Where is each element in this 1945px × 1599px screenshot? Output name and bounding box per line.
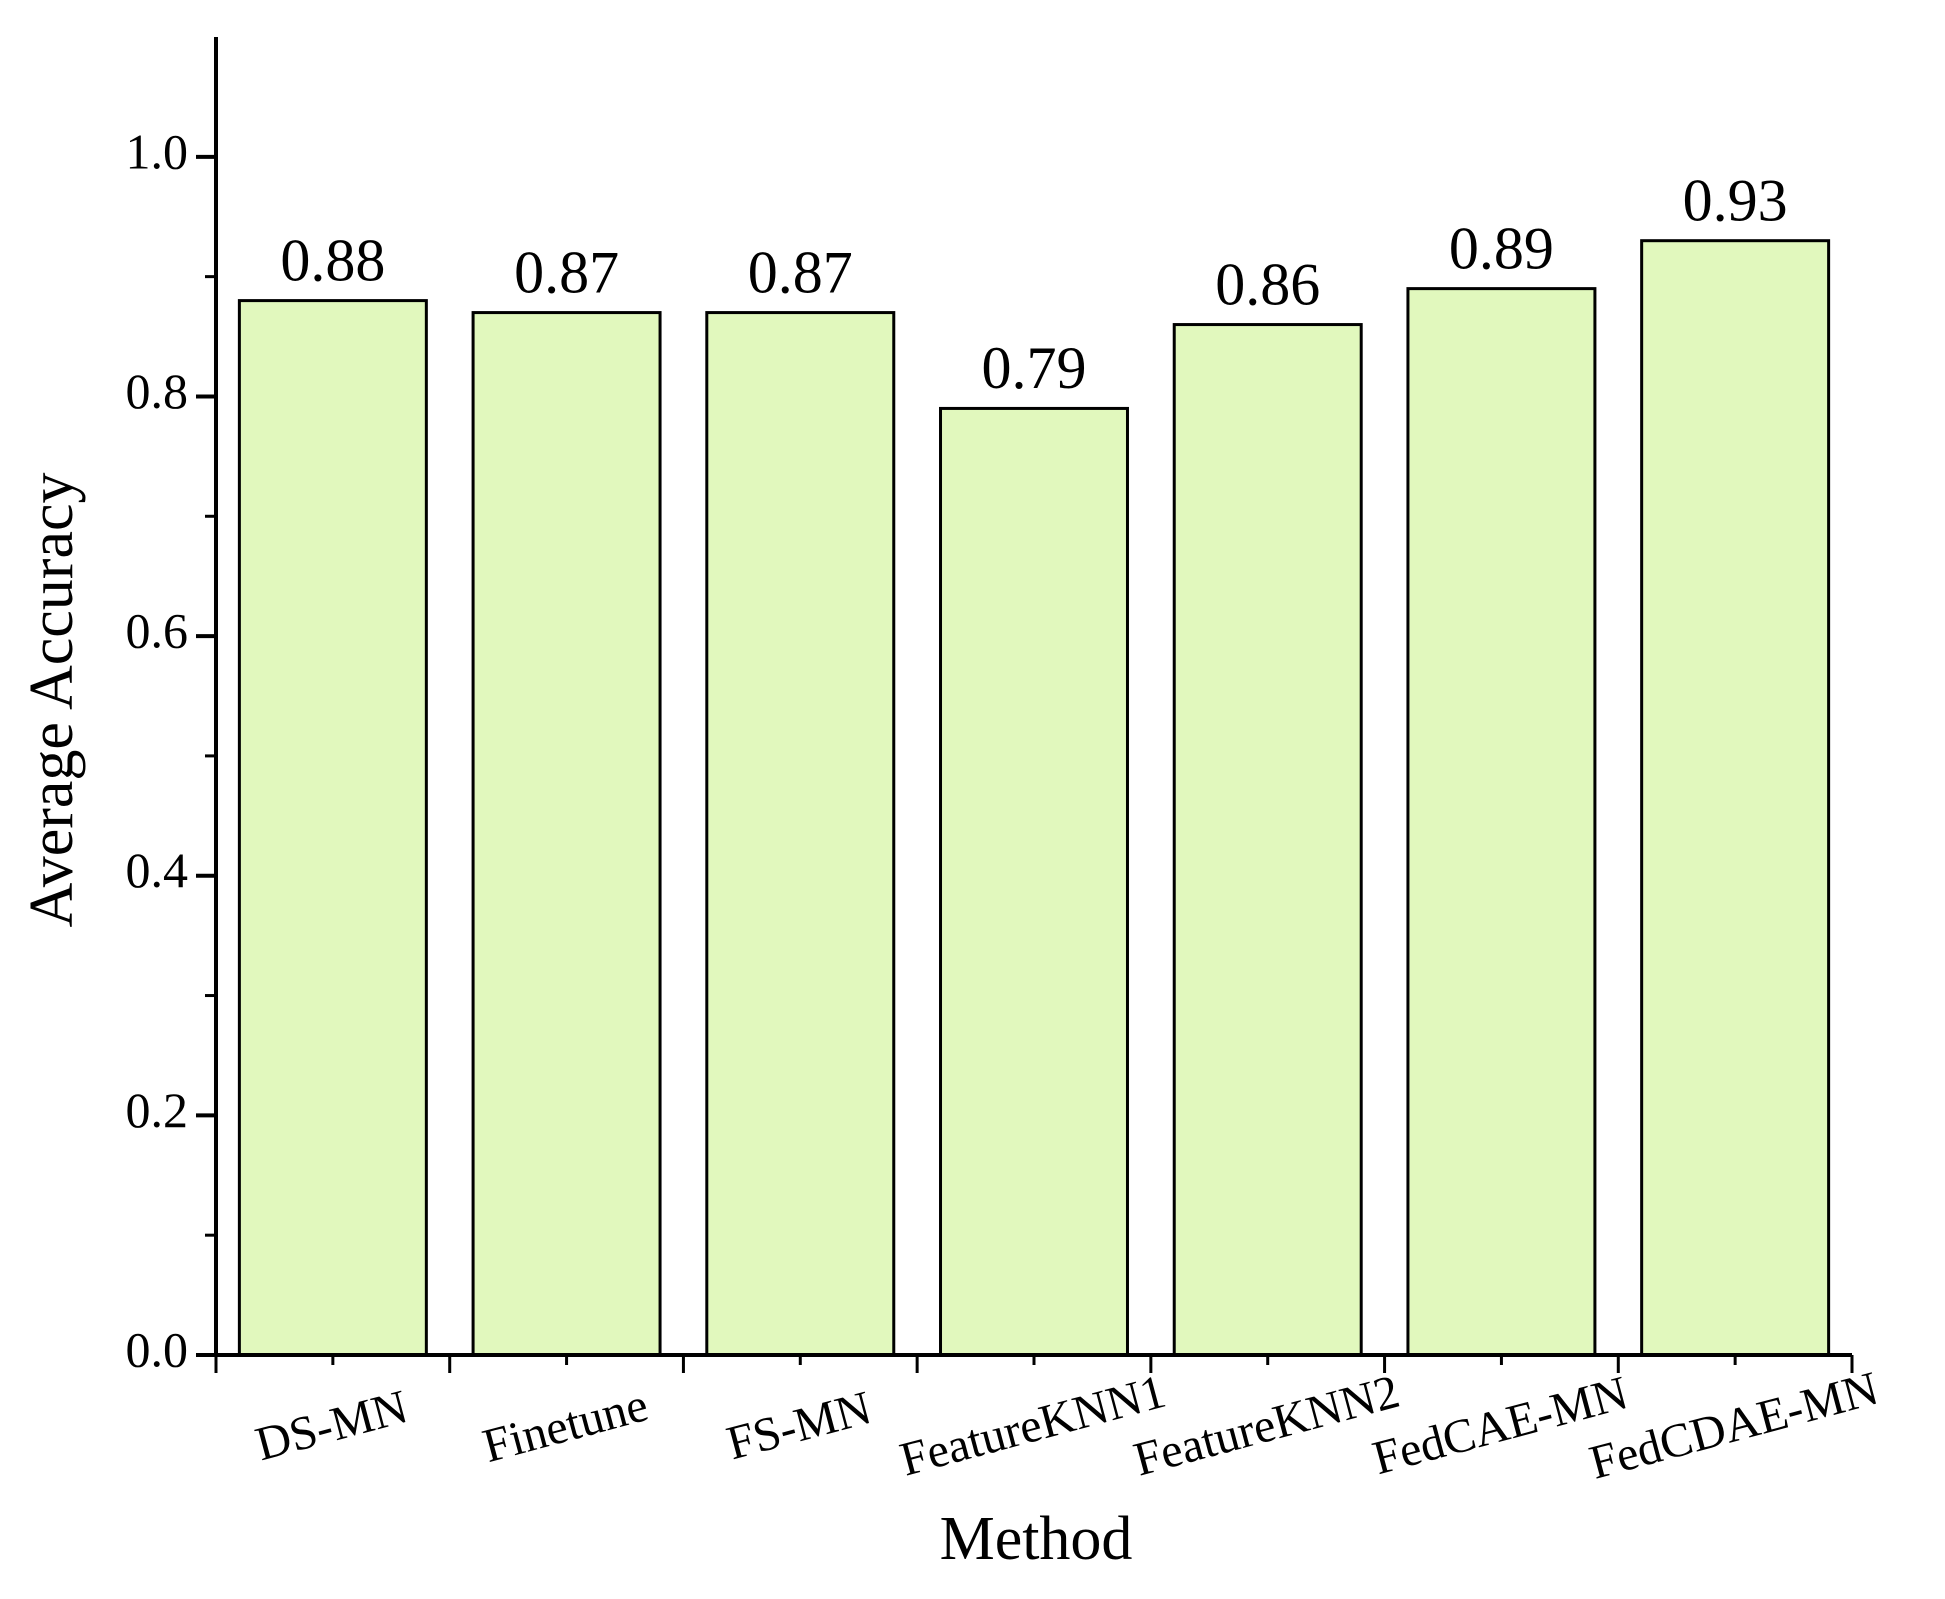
x-tick-label: FedCDAE-MN (1584, 1362, 1884, 1490)
data-label: 0.88 (280, 227, 385, 293)
x-tick-label: FeatureKNN2 (1128, 1365, 1404, 1487)
x-tick-label: FS-MN (721, 1381, 876, 1470)
y-axis-title: Average Accuracy (18, 473, 86, 928)
y-tick-label: 0.8 (126, 363, 189, 419)
y-tick-label: 0.6 (126, 603, 189, 659)
x-axis-title: Method (940, 1505, 1133, 1573)
bar (705, 311, 896, 1357)
y-tick-label: 0.4 (126, 842, 189, 898)
data-label: 0.89 (1449, 215, 1554, 281)
data-label: 0.79 (982, 335, 1087, 401)
bar (939, 406, 1129, 1357)
data-label: 0.87 (514, 239, 619, 305)
data-label: 0.93 (1683, 167, 1788, 233)
bar (1172, 323, 1363, 1357)
x-tick-label: FeatureKNN1 (895, 1365, 1171, 1487)
x-tick-label: Finetune (477, 1378, 653, 1473)
y-tick-label: 0.2 (126, 1082, 189, 1138)
y-tick-label: 0.0 (126, 1321, 189, 1377)
bar (1640, 239, 1831, 1357)
x-tick-label: DS-MN (250, 1380, 413, 1471)
bar (1406, 287, 1597, 1357)
bar (237, 299, 428, 1357)
y-tick-label: 1.0 (126, 123, 189, 179)
data-label: 0.86 (1215, 251, 1320, 317)
data-label: 0.87 (748, 239, 853, 305)
bar (471, 311, 662, 1357)
